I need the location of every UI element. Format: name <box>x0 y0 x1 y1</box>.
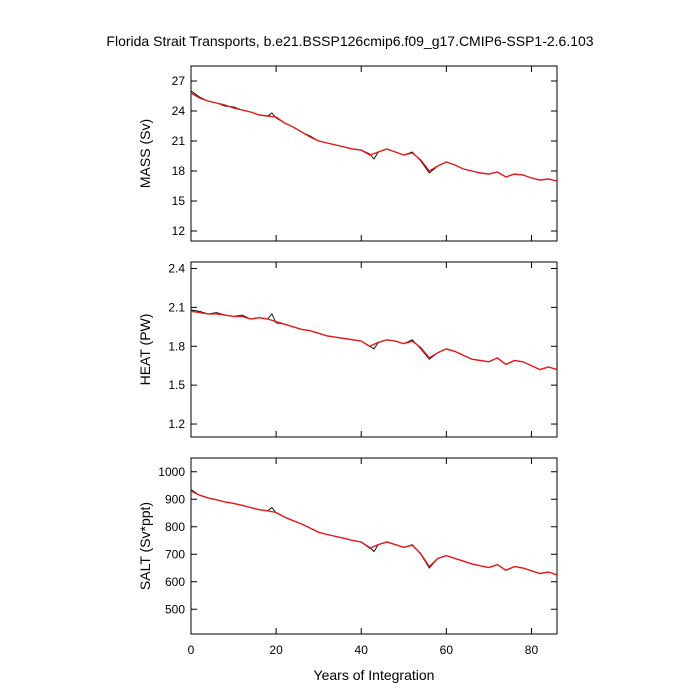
x-axis-label: Years of Integration <box>314 667 435 683</box>
y-tick-label: 700 <box>165 547 185 561</box>
plot-frame <box>190 65 558 242</box>
y-tick-label: 18 <box>172 164 186 178</box>
y-tick-label: 1.2 <box>168 417 185 431</box>
x-tick-label: 40 <box>355 643 369 657</box>
series-line-monthly <box>190 489 558 576</box>
y-tick-label: 900 <box>165 492 185 506</box>
y-tick-label: 15 <box>172 194 186 208</box>
y-tick-label: 1.5 <box>168 378 185 392</box>
y-tick-label: 500 <box>165 602 185 616</box>
y-axis-label: HEAT (PW) <box>137 314 153 386</box>
chart-title: Florida Strait Transports, b.e21.BSSP126… <box>106 33 594 49</box>
y-axis-label: SALT (Sv*ppt) <box>137 502 153 590</box>
x-tick-label: 0 <box>188 643 195 657</box>
y-tick-label: 600 <box>165 575 185 589</box>
series-line-annual-mean <box>190 92 558 182</box>
y-tick-label: 2.1 <box>168 300 185 314</box>
y-tick-label: 1000 <box>158 465 185 479</box>
x-tick-label: 20 <box>269 643 283 657</box>
plot-frame <box>190 457 558 635</box>
plot-frame <box>190 261 558 438</box>
y-tick-label: 24 <box>172 104 186 118</box>
x-tick-label: 60 <box>440 643 454 657</box>
y-tick-label: 27 <box>172 74 186 88</box>
y-tick-label: 800 <box>165 520 185 534</box>
y-tick-label: 2.4 <box>168 261 185 275</box>
y-tick-label: 21 <box>172 134 186 148</box>
y-tick-label: 1.8 <box>168 339 185 353</box>
series-line-annual-mean <box>190 490 558 576</box>
series-line-monthly <box>190 90 558 182</box>
y-tick-label: 12 <box>172 224 186 238</box>
x-tick-label: 80 <box>525 643 539 657</box>
series-line-annual-mean <box>190 310 558 371</box>
y-axis-label: MASS (Sv) <box>137 119 153 188</box>
